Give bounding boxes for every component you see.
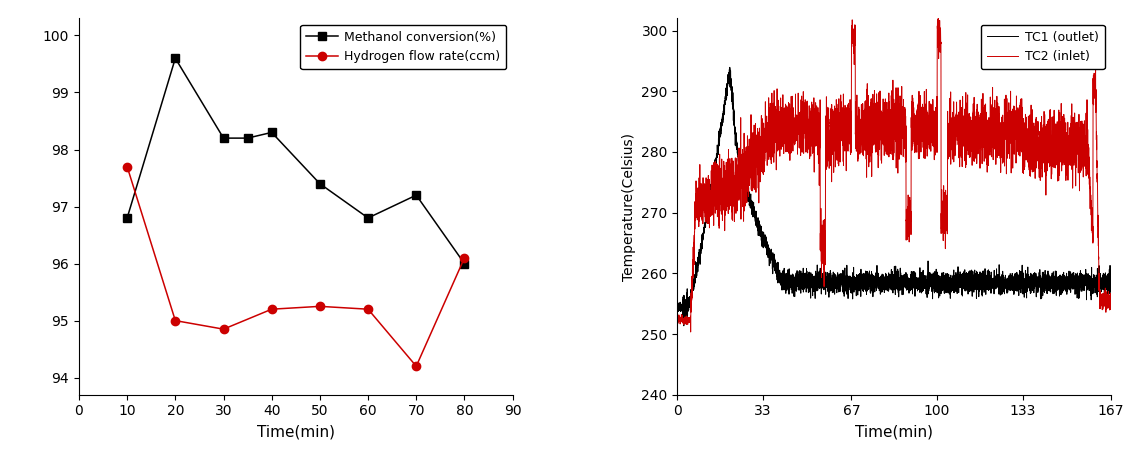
TC2 (inlet) [671,318,685,324]
TC2 (inlet) [684,329,697,335]
Y-axis label: Temperature(Celsius): Temperature(Celsius) [622,133,636,280]
TC1 (outlet) [1104,286,1118,291]
Hydrogen flow rate(ccm) [168,318,182,323]
Line: Hydrogen flow rate(ccm): Hydrogen flow rate(ccm) [123,162,468,370]
Line: Methanol conversion(%): Methanol conversion(%) [123,54,468,268]
Hydrogen flow rate(ccm) [121,164,134,169]
Hydrogen flow rate(ccm) [265,307,279,312]
TC1 (outlet) [671,303,685,308]
X-axis label: Time(min): Time(min) [257,424,335,439]
TC2 (inlet) [889,151,902,157]
Hydrogen flow rate(ccm) [217,326,230,332]
Methanol conversion(%) [458,261,472,266]
Methanol conversion(%) [241,135,255,141]
TC2 (inlet) [1076,139,1090,145]
TC1 (outlet) [825,280,838,285]
Methanol conversion(%) [168,56,182,61]
TC2 (inlet) [989,115,1003,120]
Methanol conversion(%) [409,192,423,198]
TC2 (inlet) [932,11,945,16]
TC1 (outlet) [890,276,904,282]
Hydrogen flow rate(ccm) [314,303,327,309]
TC2 (inlet) [1104,297,1118,303]
TC2 (inlet) [830,110,844,115]
TC1 (outlet) [723,65,737,70]
Methanol conversion(%) [217,135,230,141]
Hydrogen flow rate(ccm) [409,364,423,369]
TC2 (inlet) [677,319,690,325]
X-axis label: Time(min): Time(min) [855,424,933,439]
Hydrogen flow rate(ccm) [361,307,374,312]
Legend: TC1 (outlet), TC2 (inlet): TC1 (outlet), TC2 (inlet) [981,25,1104,69]
TC1 (outlet) [677,323,690,329]
Legend: Methanol conversion(%), Hydrogen flow rate(ccm): Methanol conversion(%), Hydrogen flow ra… [300,25,506,69]
Methanol conversion(%) [314,181,327,186]
TC2 (inlet) [825,150,838,155]
Line: TC1 (outlet): TC1 (outlet) [678,67,1111,326]
Methanol conversion(%) [361,215,374,221]
TC1 (outlet) [677,293,690,298]
TC1 (outlet) [830,279,844,284]
Hydrogen flow rate(ccm) [458,255,472,261]
TC1 (outlet) [1076,283,1090,288]
Line: TC2 (inlet): TC2 (inlet) [678,13,1111,332]
Methanol conversion(%) [121,215,134,221]
TC1 (outlet) [989,279,1003,285]
Methanol conversion(%) [265,129,279,135]
